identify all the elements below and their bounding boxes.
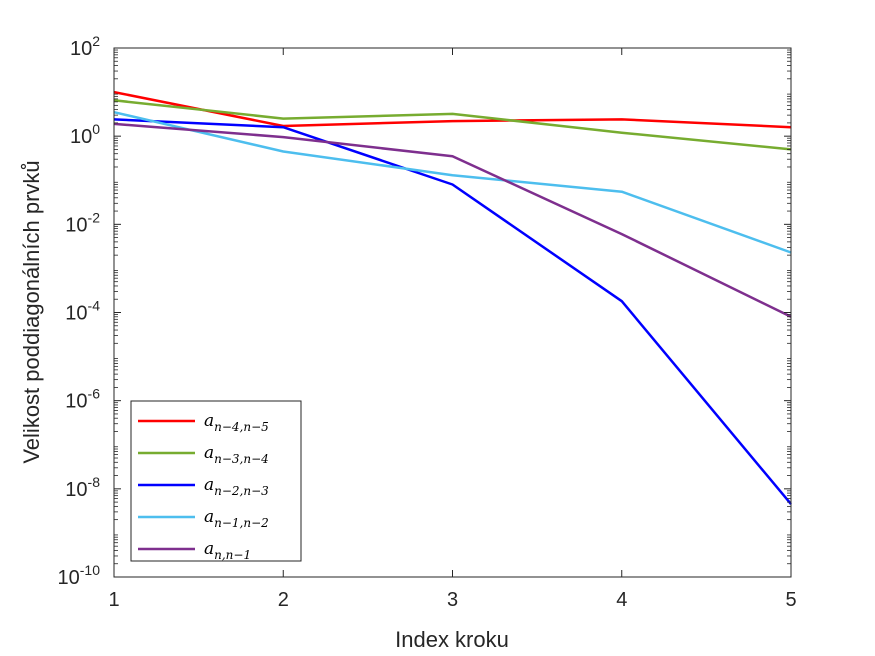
legend-box	[130, 400, 302, 562]
y-tick-label: 10-10	[58, 562, 101, 589]
y-tick-label: 10-6	[65, 386, 100, 413]
y-axis-title: Velikost poddiagonálních prvků	[19, 160, 44, 463]
legend-label-1: an−4,n−5	[204, 411, 269, 434]
x-axis-title: Index kroku	[395, 627, 509, 652]
tick-layer: 1 2 3 4 5 10-10 10-8 10-6 10-4 10-2 100 102	[58, 33, 797, 611]
x-tick-label: 2	[278, 589, 289, 611]
legend-label-4: an−1,n−2	[204, 507, 269, 530]
series-line-4	[113, 110, 792, 254]
legend-label-5: an,n−1	[204, 539, 251, 562]
y-tick-label: 10-2	[65, 209, 100, 236]
x-tick-label: 4	[616, 589, 627, 611]
series-line-5	[113, 122, 792, 318]
series-line-1	[113, 90, 792, 129]
legend: an−4,n−5 an−3,n−4 an−2,n−3 an−1,n−2 an,n−1	[130, 400, 302, 562]
legend-label-3: an−2,n−3	[204, 475, 269, 498]
series-layer	[113, 90, 792, 505]
y-tick-label: 10-8	[65, 474, 100, 501]
y-tick-label: 10-4	[65, 298, 100, 325]
x-tick-label: 1	[108, 589, 119, 611]
x-tick-label: 5	[785, 589, 796, 611]
y-tick-label: 100	[70, 121, 100, 148]
legend-label-2: an−3,n−4	[204, 443, 269, 466]
y-tick-label: 102	[70, 33, 100, 60]
series-line-2	[113, 99, 792, 151]
x-tick-label: 3	[447, 589, 458, 611]
series-line-3	[113, 118, 792, 505]
